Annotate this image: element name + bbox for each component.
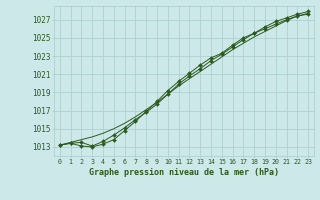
X-axis label: Graphe pression niveau de la mer (hPa): Graphe pression niveau de la mer (hPa) bbox=[89, 168, 279, 177]
